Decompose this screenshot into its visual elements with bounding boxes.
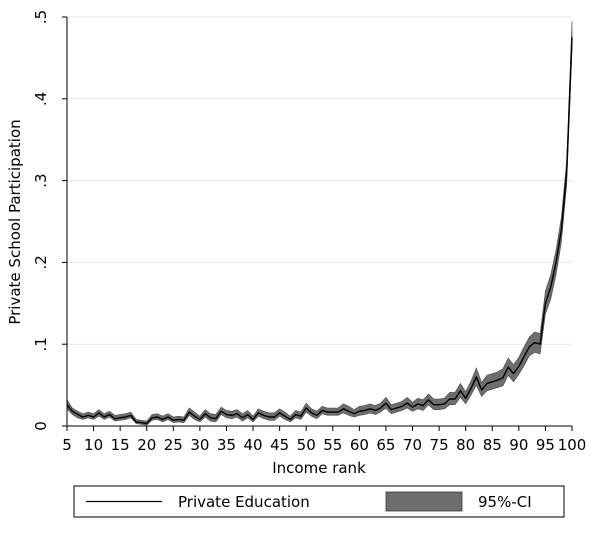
grid-lines (67, 16, 572, 345)
x-tick-label-1: 10 (84, 436, 103, 454)
x-tick-label-0: 5 (62, 436, 72, 454)
y-tick-label-4: .4 (32, 92, 50, 106)
axes (62, 16, 573, 431)
x-tick-label-5: 30 (190, 436, 209, 454)
x-tick-labels: 5 10 15 20 25 30 35 40 45 50 55 60 65 70 75 80 85 90 95 100 (62, 436, 586, 454)
x-tick-label-14: 75 (430, 436, 449, 454)
x-tick-label-10: 55 (323, 436, 342, 454)
x-tick-label-18: 95 (536, 436, 555, 454)
x-tick-label-16: 85 (483, 436, 502, 454)
y-tick-label-3: .3 (32, 173, 50, 187)
x-tick-label-11: 60 (350, 436, 369, 454)
x-tick-label-12: 65 (376, 436, 395, 454)
legend-label-private-education: Private Education (178, 493, 310, 511)
x-tick-label-2: 15 (111, 436, 130, 454)
x-tick-label-7: 40 (244, 436, 263, 454)
x-axis-title: Income rank (272, 459, 366, 477)
x-tick-label-19: 100 (558, 436, 587, 454)
legend-label-ci: 95%-CI (478, 493, 532, 511)
x-tick-label-8: 45 (270, 436, 289, 454)
x-tick-label-13: 70 (403, 436, 422, 454)
y-tick-labels: 0 .1 .2 .3 .4 .5 (32, 10, 50, 431)
x-tick-label-15: 80 (456, 436, 475, 454)
series-line-private-education (66, 37, 573, 425)
series-line-layer (66, 37, 573, 425)
x-tick-label-17: 90 (509, 436, 528, 454)
x-tick-label-6: 35 (217, 436, 236, 454)
x-tick-label-9: 50 (297, 436, 316, 454)
x-tick-label-4: 25 (164, 436, 183, 454)
x-tick-label-3: 20 (137, 436, 156, 454)
y-tick-label-2: .2 (32, 255, 50, 269)
y-tick-label-5: .5 (32, 10, 50, 24)
y-tick-label-1: .1 (32, 337, 50, 351)
legend-band-swatch (385, 491, 463, 512)
legend: Private Education 95%-CI (73, 485, 565, 518)
y-tick-label-0: 0 (32, 421, 50, 431)
y-axis-title: Private School Participation (6, 119, 24, 324)
